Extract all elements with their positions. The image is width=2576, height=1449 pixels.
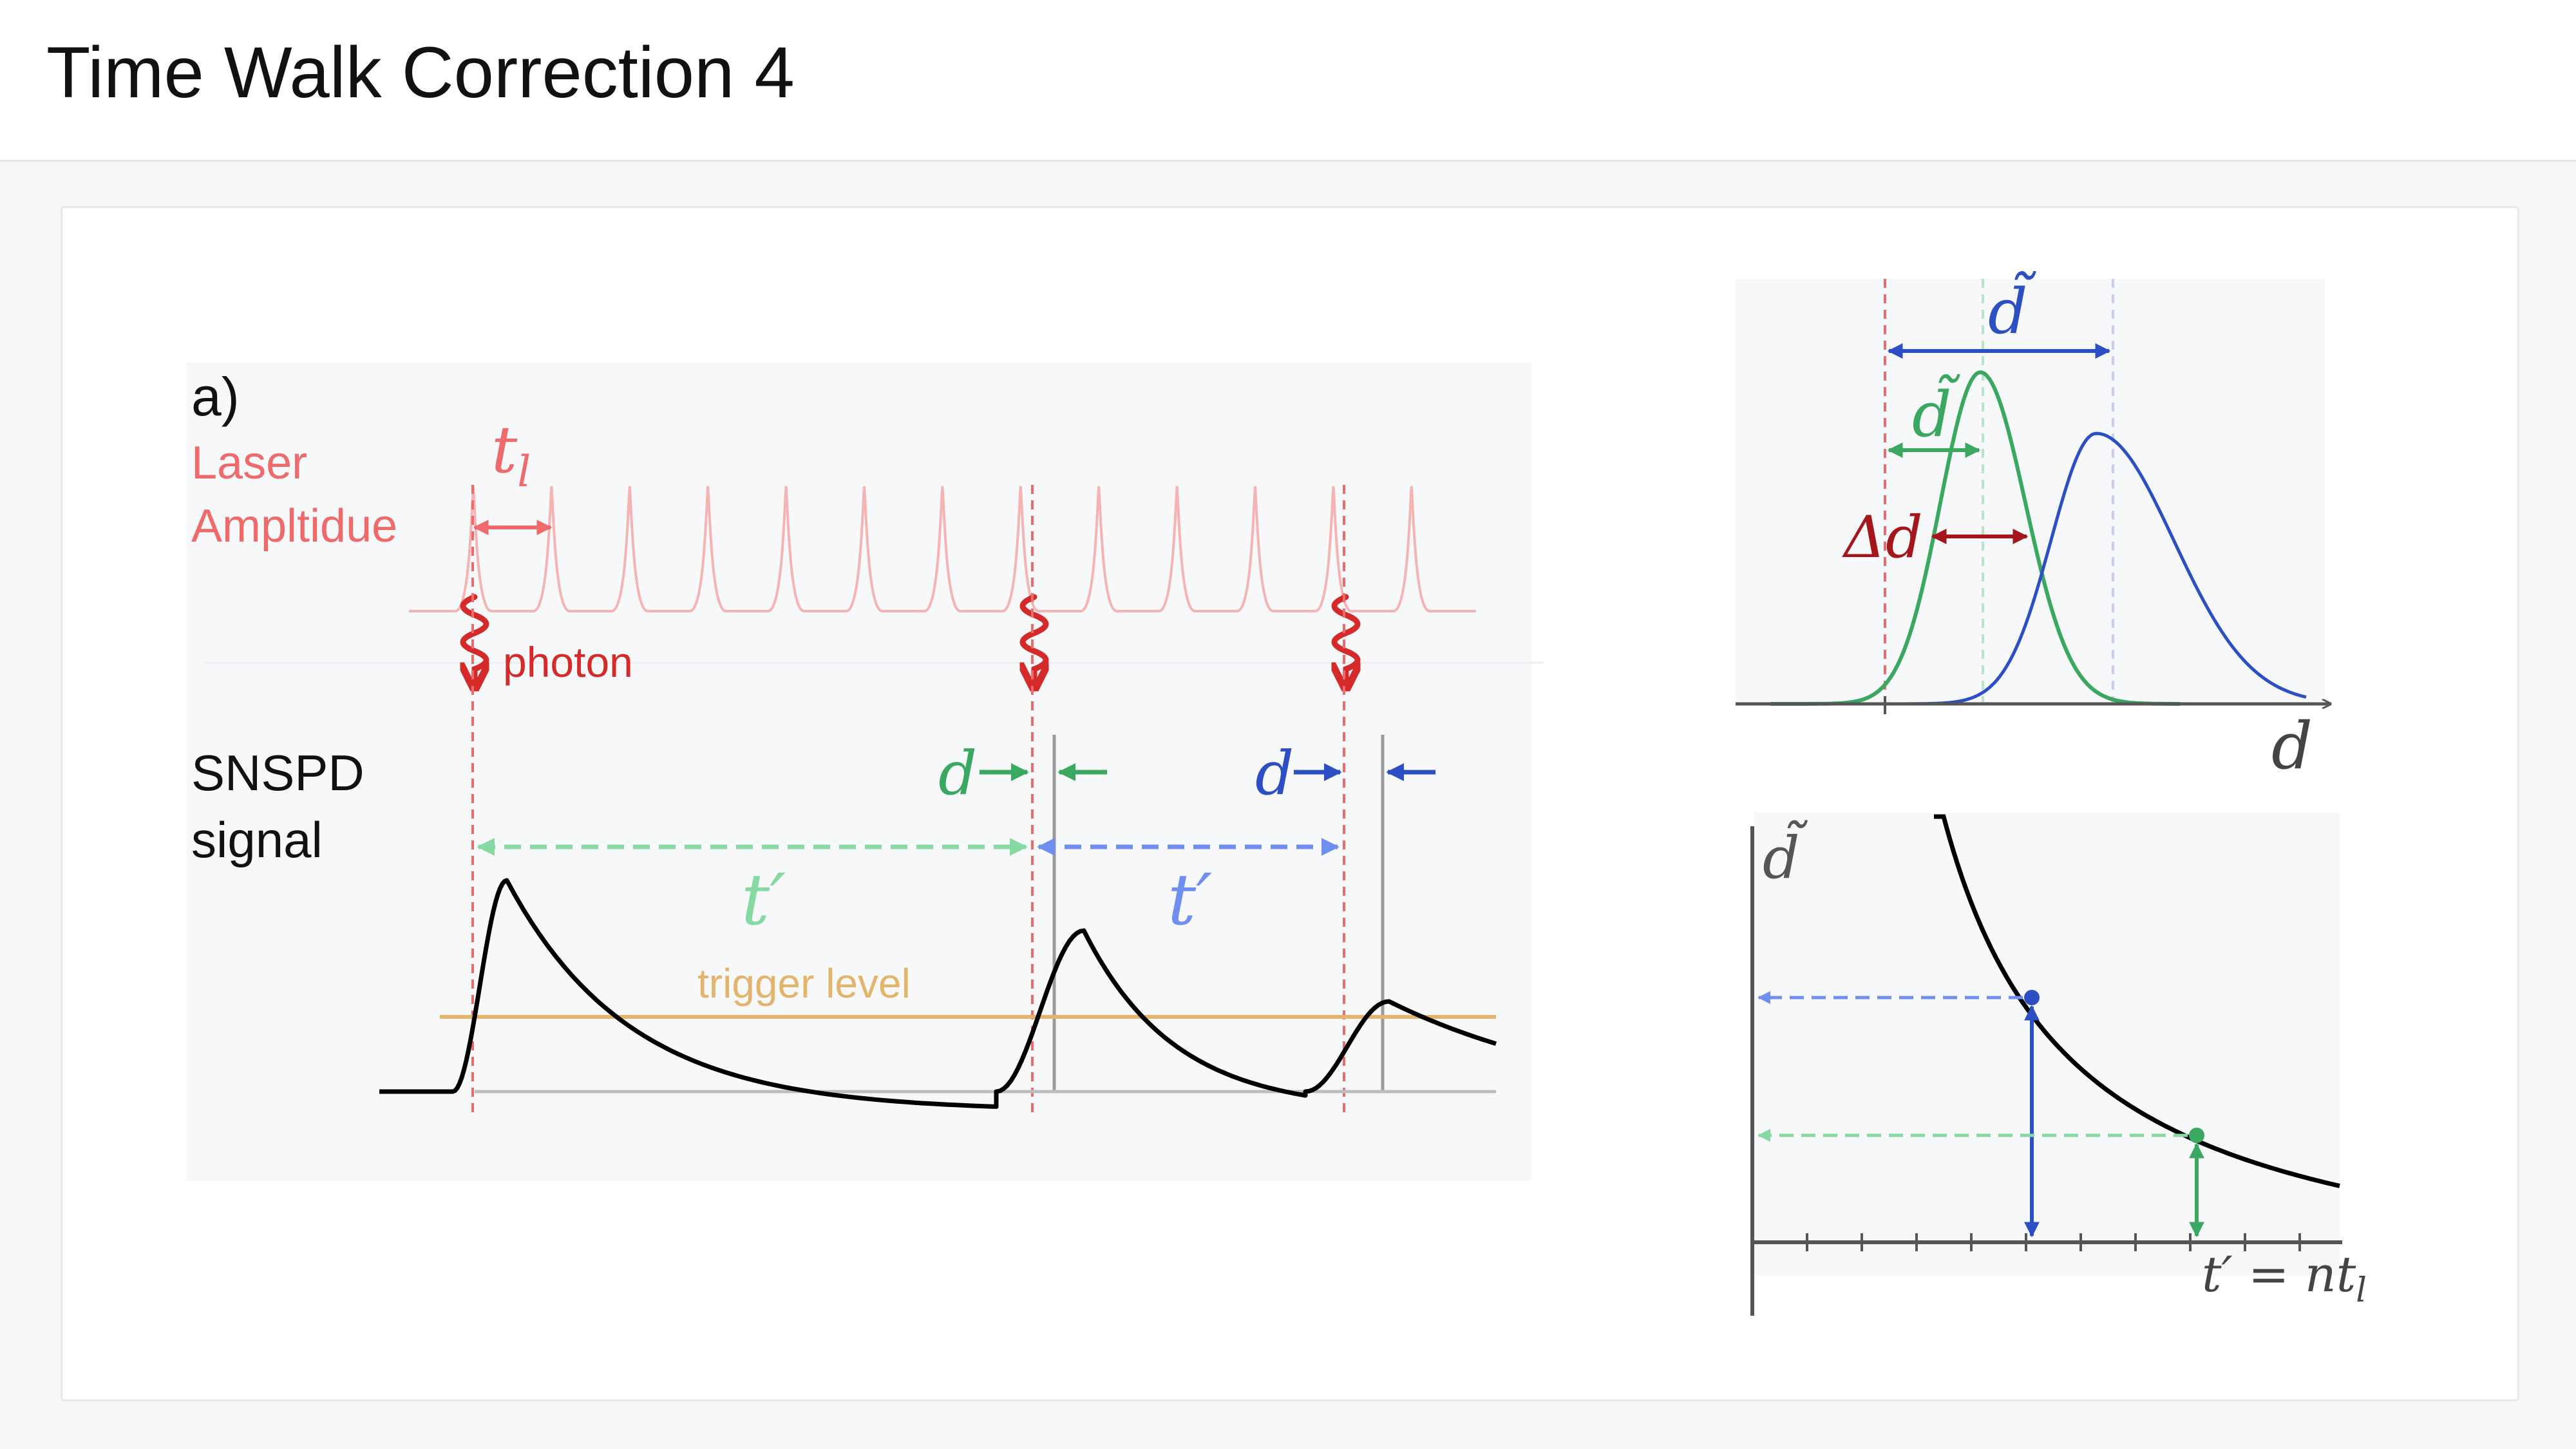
laser-label-line1: Laser [191, 437, 307, 489]
snspd-label-line2: signal [191, 811, 323, 868]
histogram-blue-distribution [1899, 431, 2307, 706]
slide-card: a) Laser Ampltidue tl photon SNSPD signa… [61, 206, 2519, 1401]
snspd-label-line1: SNSPD [191, 744, 365, 801]
panel-a-label: a) [191, 366, 240, 427]
hist-x-axis-label: d [2271, 708, 2313, 784]
d-label-green: d [938, 739, 977, 809]
decay-curve [1934, 814, 2340, 1188]
curve-x-axis-label: t′ = ntl [2202, 1245, 2367, 1310]
curve-green-point [2189, 1128, 2204, 1143]
tprime-label-blue: t′ [1168, 858, 1212, 941]
laser-pulse-train [409, 486, 1476, 612]
photon-2 [1023, 594, 1046, 692]
header-bar: Time Walk Correction 4 [0, 0, 2576, 162]
figure: a) Laser Ampltidue tl photon SNSPD signa… [186, 272, 2367, 1316]
photon-3 [1334, 594, 1358, 692]
photon-label: photon [503, 638, 633, 686]
panel-histogram: d d̃ d̃ Δd [1736, 272, 2331, 784]
photon-1 [463, 594, 486, 692]
d-label-blue: d [1255, 739, 1294, 809]
curve-x-ticks [1806, 1233, 2301, 1251]
snspd-signal-trace [379, 878, 1497, 1109]
laser-label-line2: Ampltidue [191, 500, 397, 552]
panel-curve: d̃ t′ = ntl [1750, 812, 2367, 1316]
delta-d-label: Δd [1842, 504, 1923, 571]
curve-blue-point [2024, 990, 2040, 1005]
panel-a: a) Laser Ampltidue tl photon SNSPD signa… [186, 363, 1544, 1180]
tl-label: tl [491, 412, 531, 497]
tprime-label-green: t′ [741, 858, 786, 941]
curve-background [1754, 812, 2340, 1276]
histogram-background [1736, 279, 2325, 704]
page-title: Time Walk Correction 4 [46, 32, 795, 113]
trigger-level-label: trigger level [697, 960, 911, 1007]
